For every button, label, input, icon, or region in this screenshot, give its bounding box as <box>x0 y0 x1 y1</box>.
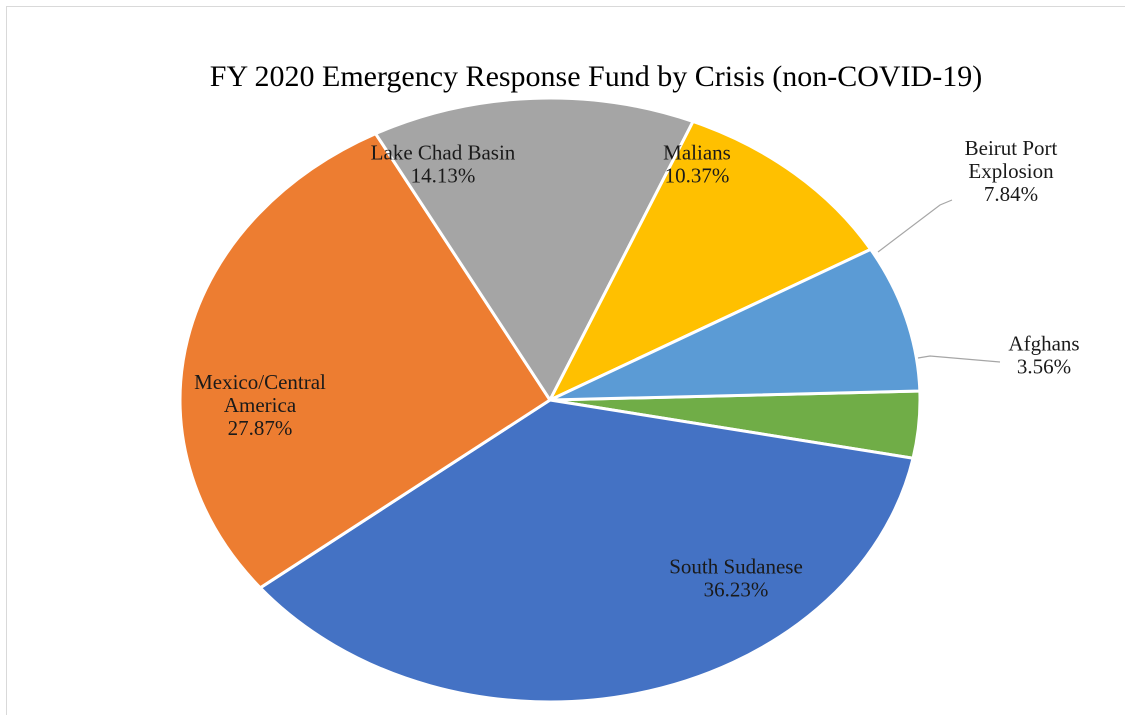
pie-slice-malians <box>548 119 873 402</box>
data-label-malians: Malians 10.37% <box>663 141 731 188</box>
leader-line-beirut-port-explosion <box>877 199 953 253</box>
data-label-mexico-central-america: Mexico/Central America 27.87% <box>194 370 326 440</box>
pie-slice-south-sudanese <box>258 398 915 704</box>
data-label-beirut-port-explosion: Beirut Port Explosion 7.84% <box>965 136 1058 206</box>
pie-slice-beirut-port-explosion <box>548 247 922 402</box>
pie-slice-lake-chad-basin <box>374 96 695 402</box>
chart-title: FY 2020 Emergency Response Fund by Crisi… <box>210 60 982 93</box>
leader-line-afghans <box>917 355 1001 363</box>
data-label-south-sudanese: South Sudanese 36.23% <box>669 555 803 602</box>
pie-slice-mexico-central-america <box>178 132 552 590</box>
data-label-lake-chad-basin: Lake Chad Basin 14.13% <box>371 141 516 188</box>
data-label-afghans: Afghans 3.56% <box>1008 332 1079 379</box>
chart-frame <box>6 6 1125 715</box>
